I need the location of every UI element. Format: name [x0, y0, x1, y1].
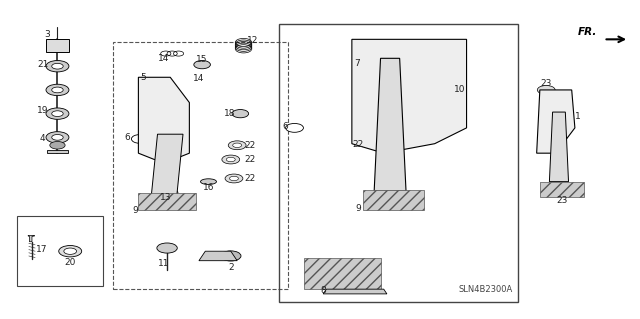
Circle shape — [46, 61, 69, 72]
Text: 23: 23 — [556, 196, 568, 205]
Text: 22: 22 — [244, 155, 255, 164]
Circle shape — [52, 63, 63, 69]
Text: 3: 3 — [44, 30, 50, 39]
Polygon shape — [374, 58, 406, 191]
Bar — [17, 216, 103, 286]
Bar — [304, 257, 381, 289]
Circle shape — [285, 123, 303, 132]
Text: 17: 17 — [36, 245, 47, 254]
Text: 22: 22 — [244, 141, 255, 150]
Polygon shape — [352, 39, 467, 153]
Polygon shape — [199, 251, 237, 261]
Text: 2: 2 — [228, 263, 234, 272]
Bar — [278, 24, 518, 302]
Circle shape — [163, 189, 178, 197]
Text: 18: 18 — [224, 109, 236, 118]
Text: 11: 11 — [158, 259, 170, 268]
Text: 1: 1 — [575, 112, 581, 121]
Bar — [364, 189, 424, 210]
Circle shape — [228, 141, 246, 150]
Polygon shape — [549, 112, 568, 182]
Circle shape — [46, 108, 69, 119]
Text: 5: 5 — [140, 73, 146, 82]
Text: 6: 6 — [282, 122, 288, 131]
Polygon shape — [537, 90, 575, 153]
Circle shape — [64, 248, 77, 254]
Circle shape — [233, 143, 242, 147]
Circle shape — [59, 246, 82, 257]
Bar — [540, 182, 584, 197]
Circle shape — [353, 135, 371, 143]
Text: 23: 23 — [541, 79, 552, 88]
Circle shape — [52, 111, 63, 116]
Bar — [113, 42, 288, 289]
Text: FR.: FR. — [578, 26, 597, 37]
Circle shape — [50, 141, 65, 149]
Circle shape — [194, 61, 211, 69]
Text: 9: 9 — [132, 206, 138, 215]
Text: 22: 22 — [244, 174, 255, 183]
Circle shape — [46, 84, 69, 96]
Text: 22: 22 — [353, 140, 364, 149]
Circle shape — [227, 157, 236, 162]
Circle shape — [52, 87, 63, 93]
Circle shape — [157, 243, 177, 253]
Polygon shape — [138, 77, 189, 160]
Text: 15: 15 — [196, 56, 208, 64]
Text: 19: 19 — [37, 106, 49, 115]
Text: 9: 9 — [355, 204, 361, 213]
Circle shape — [232, 109, 248, 118]
Circle shape — [357, 61, 372, 69]
Circle shape — [538, 85, 555, 94]
Polygon shape — [151, 134, 183, 197]
Text: 20: 20 — [65, 258, 76, 267]
Polygon shape — [323, 289, 387, 294]
Text: 10: 10 — [454, 85, 466, 94]
Text: 13: 13 — [160, 193, 172, 202]
Ellipse shape — [200, 179, 216, 184]
Text: 12: 12 — [248, 36, 259, 45]
Polygon shape — [47, 150, 68, 153]
Circle shape — [222, 155, 240, 164]
Bar — [138, 193, 196, 210]
Circle shape — [131, 135, 149, 143]
Text: 14: 14 — [193, 74, 205, 83]
Text: 21: 21 — [37, 60, 49, 69]
Circle shape — [225, 174, 243, 183]
Circle shape — [46, 132, 69, 143]
Circle shape — [52, 135, 63, 140]
Text: 4: 4 — [40, 134, 45, 144]
Text: 8: 8 — [320, 286, 326, 295]
Text: 16: 16 — [203, 183, 214, 192]
Text: 6: 6 — [125, 133, 131, 142]
Text: SLN4B2300A: SLN4B2300A — [458, 285, 513, 294]
Circle shape — [221, 251, 241, 261]
Circle shape — [357, 137, 366, 141]
Text: 7: 7 — [354, 59, 360, 68]
Polygon shape — [28, 235, 35, 242]
Text: 14: 14 — [158, 54, 170, 63]
Circle shape — [230, 176, 239, 181]
Polygon shape — [46, 39, 69, 52]
